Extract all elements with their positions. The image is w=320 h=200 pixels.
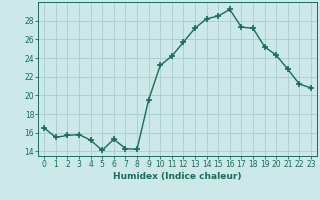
- X-axis label: Humidex (Indice chaleur): Humidex (Indice chaleur): [113, 172, 242, 181]
